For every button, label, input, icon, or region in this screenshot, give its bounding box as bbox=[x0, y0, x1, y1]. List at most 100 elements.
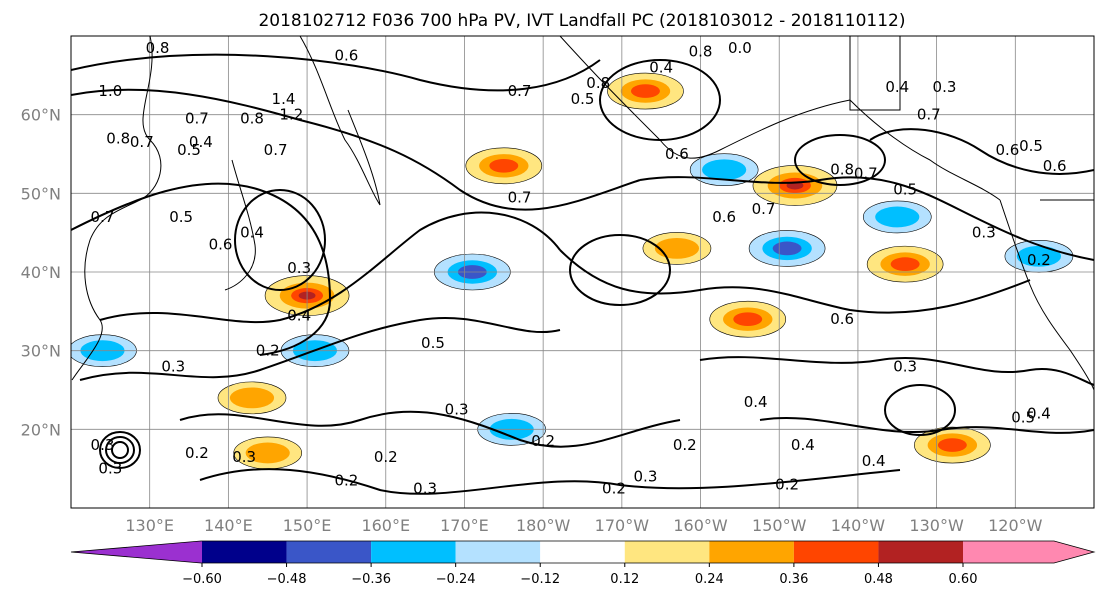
contour-label: 0.5 bbox=[1011, 409, 1035, 427]
colorbar-tick-label: −0.24 bbox=[436, 572, 476, 587]
lon-tick-label: 170°W bbox=[595, 516, 650, 535]
contour-line bbox=[639, 176, 1094, 261]
contour-label: 0.3 bbox=[287, 259, 311, 277]
colorbar-band bbox=[286, 541, 372, 563]
contour-closed bbox=[234, 189, 326, 291]
contour-label: 0.6 bbox=[712, 208, 736, 226]
contour-label: 0.8 bbox=[106, 129, 130, 147]
colorbar bbox=[70, 540, 1096, 564]
contour-label: 0.2 bbox=[602, 479, 626, 497]
contour-label: 0.4 bbox=[649, 58, 673, 76]
contour-label: 0.3 bbox=[893, 357, 917, 375]
contour-label: 0.5 bbox=[421, 334, 445, 352]
colorbar-band bbox=[793, 541, 879, 563]
lon-tick-label: 180°W bbox=[516, 516, 571, 535]
pv-anomaly-mid bbox=[654, 238, 700, 259]
colorbar-tick-label: 0.12 bbox=[610, 572, 639, 587]
contour-label: 0.7 bbox=[264, 141, 288, 159]
colorbar-extend-high bbox=[963, 541, 1094, 563]
map-title: 2018102712 F036 700 hPa PV, IVT Landfall… bbox=[258, 11, 905, 31]
contour-line bbox=[559, 249, 1031, 314]
contour-label: 0.4 bbox=[287, 306, 311, 324]
colorbar-band bbox=[202, 541, 287, 563]
contour-label: 0.7 bbox=[91, 208, 115, 226]
lon-tick-label: 170°E bbox=[440, 516, 489, 535]
contour-closed bbox=[105, 436, 135, 464]
colorbar-tick-label: 0.36 bbox=[779, 572, 808, 587]
colorbar-band bbox=[455, 541, 541, 563]
colorbar-band bbox=[878, 541, 963, 563]
colorbar-tick-label: −0.48 bbox=[267, 572, 307, 587]
contour-label: 0.8 bbox=[240, 110, 264, 128]
pv-anomaly-mid bbox=[702, 159, 747, 181]
contour-label: 0.2 bbox=[185, 444, 209, 462]
contour-closed bbox=[569, 234, 671, 306]
contour-label: 0.5 bbox=[177, 141, 201, 159]
contour-label: 0.2 bbox=[256, 342, 280, 360]
contour-label: 0.8 bbox=[689, 43, 713, 61]
pv-contours bbox=[71, 53, 1094, 495]
pv-anomaly-core bbox=[733, 312, 763, 327]
contour-label: 1.4 bbox=[272, 90, 296, 108]
contour-label: 0.3 bbox=[413, 479, 437, 497]
contour-line bbox=[199, 468, 901, 495]
contour-label: 0.4 bbox=[1027, 405, 1051, 423]
contour-label: 0.4 bbox=[885, 78, 909, 96]
lon-tick-label: 140°W bbox=[831, 516, 886, 535]
latitude-labels: 20°N 30°N 40°N 50°N 60°N bbox=[21, 106, 61, 440]
contour-label: 0.7 bbox=[508, 82, 532, 100]
contour-label: 0.6 bbox=[996, 141, 1020, 159]
contour-label: 0.6 bbox=[665, 145, 689, 163]
pv-anomaly-core bbox=[772, 241, 802, 256]
lat-tick-label: 20°N bbox=[21, 420, 61, 439]
lon-tick-label: 150°W bbox=[752, 516, 807, 535]
contour-closed bbox=[794, 134, 886, 186]
contour-labels: 1.0 1.41.20.80.70.7 0.50.4 0.70.80.80.60.8 0… bbox=[91, 39, 1067, 498]
contour-label: 0.7 bbox=[130, 133, 154, 151]
pv-anomaly-core bbox=[890, 257, 920, 271]
pv-anomaly-mid bbox=[245, 442, 290, 464]
contour-label: 0.2 bbox=[673, 436, 697, 454]
contour-label: 0.7 bbox=[508, 188, 532, 206]
pv-anomaly-core bbox=[489, 158, 519, 173]
contour-label: 0.8 bbox=[586, 74, 610, 92]
contour-closed bbox=[99, 431, 141, 469]
contour-label: 0.8 bbox=[146, 39, 170, 57]
contour-label: 0.7 bbox=[752, 200, 776, 218]
colorbar-tick-label: −0.12 bbox=[520, 572, 560, 587]
contour-label: 0.5 bbox=[1019, 137, 1043, 155]
contour-label: 0.6 bbox=[209, 235, 233, 253]
contour-label: 0.6 bbox=[1043, 157, 1067, 175]
colorbar-band bbox=[540, 541, 625, 563]
lon-tick-label: 120°W bbox=[988, 516, 1043, 535]
colorbar-tick-label: −0.36 bbox=[351, 572, 391, 587]
contour-label: 0.3 bbox=[232, 448, 256, 466]
border-canada-us bbox=[849, 36, 1094, 201]
contour-label: 0.3 bbox=[98, 460, 122, 478]
pv-anomaly-core bbox=[937, 438, 967, 452]
lat-tick-label: 60°N bbox=[21, 106, 61, 125]
lon-tick-label: 160°W bbox=[673, 516, 728, 535]
contour-label: 0.4 bbox=[744, 393, 768, 411]
pv-anomaly-mid bbox=[1016, 245, 1062, 267]
contour-label: 0.3 bbox=[91, 436, 115, 454]
contour-label: 0.3 bbox=[933, 78, 957, 96]
lon-tick-label: 130°W bbox=[909, 516, 964, 535]
contour-label: 0.2 bbox=[531, 432, 555, 450]
longitude-labels: 130°E 140°E 150°E 160°E 170°E 180°W 170°W 160°W… bbox=[125, 516, 1042, 535]
map-plot-area: 1.0 1.41.20.80.70.7 0.50.4 0.70.80.80.60.8 0… bbox=[71, 36, 1094, 508]
contour-label: 0.2 bbox=[775, 475, 799, 493]
lon-tick-label: 150°E bbox=[283, 516, 332, 535]
coastline-north-america bbox=[999, 199, 1094, 391]
contour-closed bbox=[884, 384, 956, 436]
contour-label: 0.4 bbox=[791, 436, 815, 454]
contour-line bbox=[869, 128, 1094, 175]
colorbar-tick-label: 0.24 bbox=[695, 572, 724, 587]
contour-label: 0.4 bbox=[240, 224, 264, 242]
contour-closed bbox=[111, 441, 129, 459]
contour-label: 0.2 bbox=[334, 471, 358, 489]
contour-line bbox=[79, 316, 561, 381]
map-frame bbox=[70, 35, 1095, 509]
pv-anomaly-core bbox=[631, 84, 660, 98]
